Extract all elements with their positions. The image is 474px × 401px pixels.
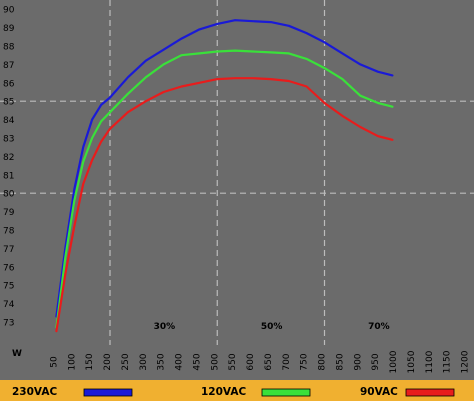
legend-label-90vac: 90VAC — [360, 386, 398, 398]
x-tick-label: 1000 — [389, 350, 399, 373]
x-tick-label: 600 — [246, 353, 256, 370]
y-tick-label: 78 — [3, 227, 15, 237]
x-tick-label: 700 — [282, 353, 292, 370]
x-tick-label: 1050 — [407, 350, 417, 373]
y-tick-label: 89 — [3, 24, 15, 34]
x-tick-label: 150 — [85, 353, 95, 370]
legend: 230VAC 120VAC 90VAC — [12, 386, 455, 398]
legend-label-230vac: 230VAC — [12, 386, 57, 398]
y-tick-label: 87 — [3, 61, 14, 71]
load-annotation: 70% — [368, 322, 390, 332]
legend-swatch-90vac — [405, 388, 455, 397]
x-tick-label: 500 — [210, 353, 220, 370]
load-annotation: 50% — [261, 322, 283, 332]
y-tick-label: 79 — [3, 208, 15, 218]
y-tick-label: 88 — [3, 43, 15, 53]
y-tick-label: 75 — [3, 282, 14, 292]
reference-grid — [0, 0, 474, 345]
x-tick-label: 650 — [264, 353, 274, 370]
x-tick-label: 1150 — [443, 350, 453, 373]
x-tick-label: 1200 — [461, 350, 471, 373]
y-tick-label: 83 — [3, 135, 14, 145]
y-tick-label: 77 — [3, 245, 14, 255]
x-tick-label: 850 — [335, 353, 345, 370]
load-annotations: 30% 50% 70% — [154, 322, 390, 332]
series-line-120vac — [55, 49, 394, 329]
y-tick-label: 84 — [3, 116, 15, 126]
x-tick-label: 800 — [318, 353, 328, 370]
legend-swatch-230vac — [83, 388, 133, 397]
x-tick-label: 1100 — [425, 350, 435, 373]
x-tick-label: 750 — [300, 353, 310, 370]
x-axis-label: W — [12, 349, 22, 359]
y-tick-label: 82 — [3, 153, 14, 163]
x-tick-label: 100 — [67, 353, 77, 370]
y-tick-label: 90 — [3, 6, 15, 16]
x-tick-label: 400 — [175, 353, 185, 370]
x-tick-label: 550 — [228, 353, 238, 370]
x-tick-label: 900 — [353, 353, 363, 370]
y-tick-label: 86 — [3, 79, 15, 89]
y-tick-label: 80 — [3, 190, 15, 200]
x-tick-label: 350 — [157, 353, 167, 370]
x-tick-label: 250 — [121, 353, 131, 370]
series-line-230vac — [55, 19, 394, 318]
legend-label-120vac: 120VAC — [201, 386, 246, 398]
x-tick-label: 50 — [49, 356, 59, 368]
y-tick-label: 76 — [3, 263, 15, 273]
x-tick-label: 950 — [371, 353, 381, 370]
x-tick-label: 450 — [192, 353, 202, 370]
y-tick-label: 73 — [3, 319, 14, 329]
y-tick-label: 85 — [3, 98, 14, 108]
load-annotation: 30% — [154, 322, 176, 332]
series-line-90vac — [55, 77, 394, 333]
y-tick-label: 74 — [3, 300, 15, 310]
axis-ticks: 73 74 75 76 77 78 79 80 81 82 83 84 85 86 87 88 89 90 50 10… — [3, 6, 471, 374]
series-group — [55, 19, 394, 333]
legend-swatch-120vac — [261, 388, 311, 397]
y-tick-label: 81 — [3, 171, 14, 181]
x-tick-label: 300 — [139, 353, 149, 370]
x-tick-label: 200 — [103, 353, 113, 370]
